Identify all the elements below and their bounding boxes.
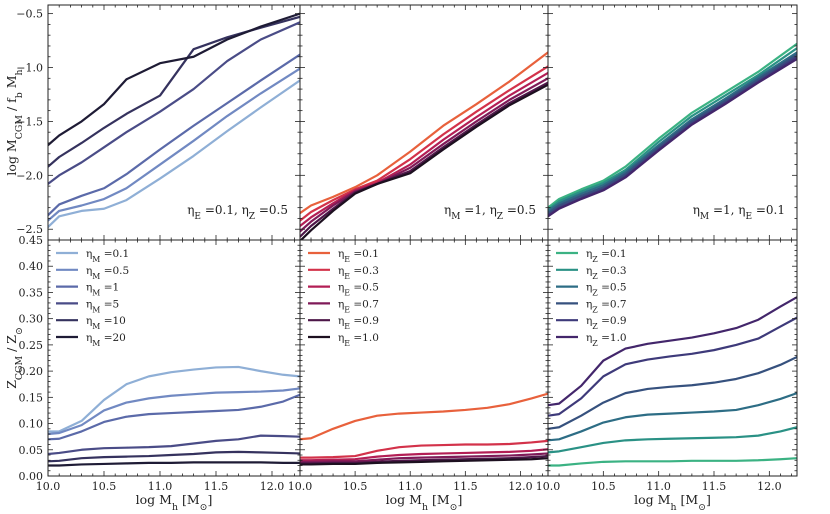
bottom-middle-xtick-label: 12.0: [508, 480, 533, 493]
bottom-middle-legend-label: ηE =0.9: [338, 315, 379, 331]
bottom-middle-legend-label: ηE =0.1: [338, 248, 379, 264]
bottom-right-legend-label: ηZ =0.5: [586, 282, 627, 298]
top-middle-series-4: [300, 77, 548, 233]
bottom-left-series-6: [48, 461, 300, 467]
top-left-ytick-label: −0.5: [16, 8, 43, 21]
bottom-right-legend-label: ηZ =1.0: [586, 332, 627, 348]
top-left-ytick-label: −1.0: [16, 62, 43, 75]
top-left-ytick-label: −1.5: [16, 115, 43, 128]
top-left-annotation: ηE =0.1, ηZ =0.5: [187, 203, 288, 222]
bottom-right-xtick-label: 11.5: [702, 480, 727, 493]
bottom-right-xtick-label: 10.0: [536, 480, 561, 493]
bottom-middle-series-4: [300, 452, 548, 463]
bottom-left-ytick-label: 0.00: [19, 470, 44, 483]
bottom-left-ytick-label: 0.20: [19, 365, 44, 378]
top-right-series-3: [548, 51, 797, 212]
bottom-middle-legend-label: ηE =1.0: [338, 332, 379, 348]
bottom-left-xtick-label: 10.0: [36, 480, 61, 493]
top-left-series-1: [48, 79, 300, 229]
bottom-left-series-4: [48, 434, 300, 456]
bottom-right-legend-label: ηZ =0.7: [586, 298, 627, 314]
bottom-right-series-5: [548, 316, 797, 417]
bottom-right-series-3: [548, 392, 797, 442]
bottom-middle-xtick-label: 11.5: [453, 480, 478, 493]
top-right-series-4: [548, 53, 797, 215]
bottom-right-frame: [547, 239, 798, 477]
bottom-left-ytick-label: 0.05: [19, 444, 44, 457]
bottom-left-ytick-label: 0.35: [19, 286, 44, 299]
bottom-left-ytick-label: 0.40: [19, 260, 44, 273]
bottom-right-xtick-label: 11.0: [646, 480, 671, 493]
bottom-left-series-3: [48, 393, 300, 441]
top-left-ytick-label: −2.5: [16, 223, 43, 236]
top-left-ytick-label: −2.0: [16, 169, 43, 182]
top-left-series-4: [48, 21, 300, 186]
bottom-middle-legend-label: ηE =0.7: [338, 298, 379, 314]
bottom-middle-series-6: [300, 457, 548, 466]
bottom-left-ytick-label: 0.45: [19, 234, 44, 247]
bottom-middle-xlabel: log Mh [M⊙]: [386, 492, 463, 513]
top-left-series-2: [48, 67, 300, 222]
top-middle-annotation: ηM =1, ηZ =0.5: [444, 203, 536, 222]
bottom-left-ytick-label: 0.25: [19, 339, 44, 352]
bottom-right-series-4: [548, 355, 797, 430]
top-left-ylabel: log MCGM / fb Mh: [4, 69, 25, 175]
top-left-series-6: [48, 12, 300, 147]
bottom-right-legend-label: ηZ =0.3: [586, 265, 627, 281]
top-middle-series-1: [300, 51, 548, 215]
bottom-left-ytick-label: 0.10: [19, 418, 44, 431]
bottom-right-legend-label: ηZ =0.9: [586, 315, 627, 331]
bottom-middle-xtick-label: 11.0: [398, 480, 423, 493]
bottom-left-legend-label: ηM =5: [86, 298, 119, 314]
top-middle-series-6: [300, 83, 548, 240]
bottom-middle-series-1: [300, 392, 548, 441]
bottom-right-series-6: [548, 296, 797, 407]
bottom-right-series-2: [548, 426, 797, 454]
bottom-left-series-5: [48, 450, 300, 463]
bottom-middle-xtick-label: 10.0: [288, 480, 313, 493]
top-right-series-6: [548, 57, 797, 218]
top-middle-series-3: [300, 71, 548, 228]
bottom-left-series-1: [48, 365, 300, 433]
bottom-middle-xtick-label: 10.5: [343, 480, 368, 493]
bottom-left-xtick-label: 12.0: [260, 480, 285, 493]
top-middle-series-2: [300, 65, 548, 222]
bottom-left-series-2: [48, 387, 300, 436]
bottom-left-xtick-label: 11.5: [204, 480, 229, 493]
top-left-series-3: [48, 53, 300, 217]
bottom-right-xtick-label: 10.5: [591, 480, 616, 493]
bottom-right-legend-label: ηZ =0.1: [586, 248, 627, 264]
bottom-left-xtick-label: 11.0: [148, 480, 173, 493]
bottom-left-legend-label: ηM =20: [86, 332, 126, 348]
bottom-left-legend-label: ηM =1: [86, 282, 119, 298]
bottom-middle-series-2: [300, 439, 548, 459]
bottom-middle-series-3: [300, 448, 548, 462]
bottom-left-legend-label: ηM =0.1: [86, 248, 129, 264]
top-right-series-1: [548, 42, 797, 209]
bottom-left-ytick-label: 0.15: [19, 391, 44, 404]
bottom-left-xtick-label: 10.5: [92, 480, 117, 493]
bottom-left-xlabel: log Mh [M⊙]: [136, 492, 213, 513]
top-right-series-2: [548, 47, 797, 211]
bottom-left-ylabel: ZCGM / Z⊙: [4, 327, 25, 389]
top-right-annotation: ηM =1, ηE =0.1: [693, 203, 785, 222]
bottom-middle-legend-label: ηE =0.3: [338, 265, 379, 281]
bottom-right-series-1: [548, 457, 797, 467]
bottom-middle-legend-label: ηE =0.5: [338, 282, 379, 298]
bottom-right-xtick-label: 12.0: [757, 480, 782, 493]
bottom-left-legend-label: ηM =0.5: [86, 265, 129, 281]
bottom-left-ytick-label: 0.30: [19, 313, 44, 326]
bottom-right-xlabel: log Mh [M⊙]: [634, 492, 711, 513]
bottom-left-legend-label: ηM =10: [86, 315, 126, 331]
